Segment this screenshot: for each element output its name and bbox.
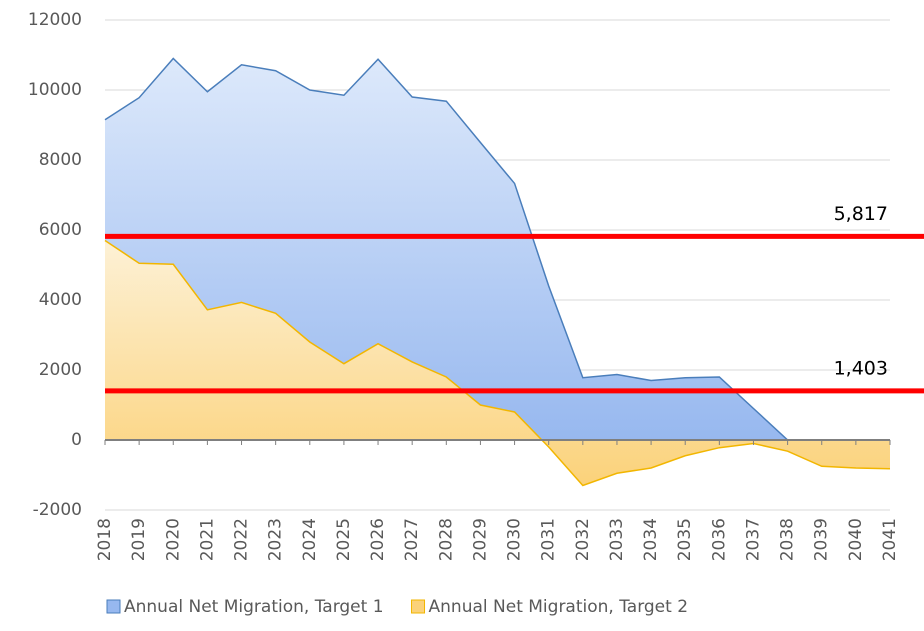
- y-tick-label: 10000: [28, 80, 82, 100]
- x-tick-label: 2031: [539, 518, 559, 561]
- y-tick-label: -2000: [33, 500, 82, 520]
- x-tick-label: 2020: [163, 518, 183, 561]
- x-tick-label: 2037: [743, 518, 763, 561]
- x-tick-label: 2039: [812, 518, 832, 561]
- x-tick-label: 2036: [709, 518, 729, 561]
- x-tick-label: 2028: [436, 518, 456, 561]
- legend-label: Annual Net Migration, Target 1: [124, 597, 384, 617]
- reference-label: 5,817: [834, 203, 888, 225]
- y-tick-label: 8000: [39, 150, 82, 170]
- legend-swatch: [411, 599, 426, 614]
- series-line: [104, 57, 890, 441]
- x-tick-label: 2041: [880, 518, 900, 561]
- series-line: [104, 239, 891, 487]
- x-tick-label: 2040: [846, 518, 866, 561]
- x-tick-label: 2021: [197, 518, 217, 561]
- y-tick-label: 6000: [39, 220, 82, 240]
- legend-label: Annual Net Migration, Target 2: [429, 597, 689, 617]
- x-tick-label: 2032: [573, 518, 593, 561]
- x-tick-label: 2033: [607, 518, 627, 561]
- x-tick-label: 2038: [778, 518, 798, 561]
- x-tick-label: 2018: [95, 518, 115, 561]
- y-tick-label: 0: [71, 430, 82, 450]
- y-tick-label: 12000: [28, 10, 82, 30]
- x-tick-label: 2019: [129, 518, 149, 561]
- legend-swatch: [106, 599, 121, 614]
- y-tick-label: 2000: [39, 360, 82, 380]
- x-tick-label: 2027: [402, 518, 422, 561]
- x-tick-label: 2022: [232, 518, 252, 561]
- reference-label: 1,403: [834, 357, 888, 379]
- x-tick-label: 2029: [470, 518, 490, 561]
- x-tick-label: 2024: [300, 518, 320, 561]
- y-tick-label: 4000: [39, 290, 82, 310]
- x-tick-label: 2034: [641, 518, 661, 561]
- x-tick-label: 2025: [334, 518, 354, 561]
- x-tick-label: 2030: [505, 518, 525, 561]
- area: [105, 240, 890, 486]
- x-tick-label: 2023: [266, 518, 286, 561]
- x-tick-label: 2035: [675, 518, 695, 561]
- x-tick-label: 2026: [368, 518, 388, 561]
